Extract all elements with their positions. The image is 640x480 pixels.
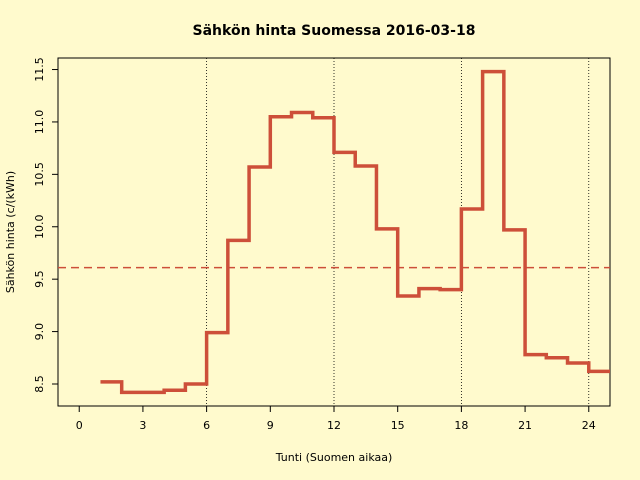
chart-title: Sähkön hinta Suomessa 2016-03-18 — [193, 23, 476, 39]
price-line — [100, 69, 610, 395]
y-tick-label: 10.0 — [33, 215, 46, 240]
x-tick-label: 3 — [139, 419, 146, 432]
x-tick-label: 15 — [391, 419, 405, 432]
y-tick-label: 11.5 — [33, 57, 46, 82]
x-tick-label: 18 — [454, 419, 468, 432]
y-tick-label: 8.5 — [33, 375, 46, 393]
x-axis-label: Tunti (Suomen aikaa) — [275, 451, 393, 464]
y-tick-label: 9.5 — [33, 270, 46, 288]
x-tick-label: 6 — [203, 419, 210, 432]
x-tick-label: 21 — [518, 419, 532, 432]
y-tick-label: 11.0 — [33, 110, 46, 135]
x-tick-label: 0 — [76, 419, 83, 432]
y-tick-label: 9.0 — [33, 323, 46, 341]
x-tick-label: 9 — [267, 419, 274, 432]
y-tick-label: 10.5 — [33, 162, 46, 187]
x-tick-label: 12 — [327, 419, 341, 432]
x-tick-label: 24 — [582, 419, 596, 432]
y-axis-label: Sähkön hinta (c/(kWh) — [4, 171, 17, 293]
